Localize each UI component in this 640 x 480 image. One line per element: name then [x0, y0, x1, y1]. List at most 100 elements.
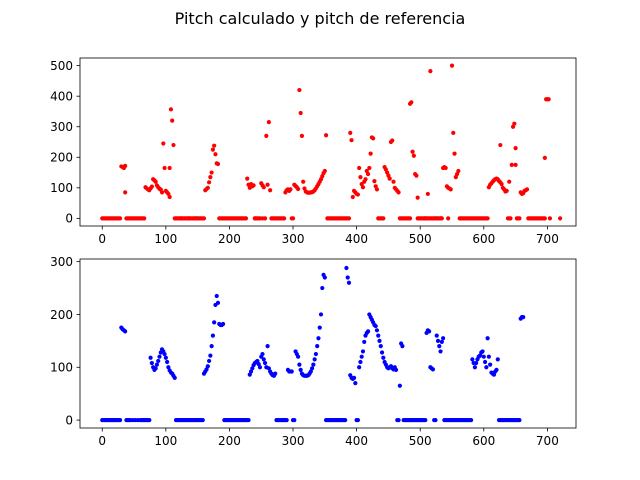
top-data-point: [410, 149, 415, 154]
bottom-data-point: [345, 275, 350, 280]
top-data-point: [358, 175, 363, 180]
bottom-data-point: [378, 344, 383, 349]
bottom-x-tick-label: 200: [218, 434, 241, 448]
top-data-point: [390, 138, 395, 143]
bottom-data-point: [400, 344, 405, 349]
top-data-point: [433, 216, 438, 221]
top-data-point: [508, 216, 513, 221]
top-data-point: [159, 190, 165, 195]
bottom-data-point: [355, 417, 360, 423]
bottom-data-point: [205, 364, 210, 369]
bottom-data-point: [353, 381, 358, 386]
bottom-data-point: [377, 338, 382, 343]
bottom-data-point: [284, 417, 289, 423]
bottom-data-point: [289, 369, 294, 374]
bottom-data-point: [374, 328, 380, 333]
bottom-data-point: [470, 357, 475, 362]
top-data-point: [301, 179, 306, 184]
top-data-point: [210, 147, 215, 152]
top-y-tick-label: 500: [50, 59, 73, 73]
top-data-point: [449, 63, 455, 68]
bottom-series-points: [100, 265, 526, 423]
bottom-data-point: [266, 366, 271, 371]
bottom-data-point: [486, 354, 491, 359]
top-series-points: [100, 63, 563, 221]
bottom-data-point: [477, 353, 483, 358]
bottom-data-point: [472, 365, 477, 370]
top-data-point: [167, 165, 172, 171]
top-data-point: [282, 216, 287, 221]
top-data-point: [213, 152, 218, 157]
top-y-tick-label: 400: [50, 89, 73, 103]
top-subplot-axes: 0 100 200 300 400 500 600 700 0 100 200 300 400 500: [50, 57, 577, 246]
top-data-point: [123, 163, 128, 168]
top-data-point: [298, 110, 303, 116]
bottom-data-point: [265, 344, 270, 349]
top-data-point: [297, 87, 302, 93]
bottom-data-point: [322, 275, 327, 280]
bottom-data-point: [255, 358, 260, 364]
bottom-data-point: [434, 333, 439, 338]
bottom-x-tick-label: 700: [536, 434, 559, 448]
top-data-point: [499, 182, 504, 187]
top-data-point: [288, 187, 293, 192]
bottom-data-point: [362, 339, 367, 345]
top-x-tick-label: 100: [154, 232, 177, 246]
top-x-tick-label: 500: [409, 232, 432, 246]
bottom-data-point: [488, 362, 493, 367]
bottom-data-point: [494, 367, 499, 373]
top-x-tick-label: 200: [218, 232, 241, 246]
bottom-data-point: [521, 314, 526, 320]
top-x-tick-label: 0: [98, 232, 106, 246]
top-data-point: [446, 216, 451, 221]
top-data-point: [171, 142, 176, 148]
top-data-point: [546, 97, 551, 102]
bottom-data-point: [438, 349, 443, 354]
top-y-tick-label: 300: [50, 120, 73, 134]
top-data-point: [517, 216, 522, 221]
bottom-data-point: [261, 357, 266, 362]
bottom-data-point: [397, 383, 402, 388]
bottom-data-point: [166, 365, 171, 370]
bottom-data-point: [206, 358, 212, 364]
top-data-point: [363, 177, 368, 182]
top-data-point: [261, 185, 266, 190]
bottom-data-point: [423, 417, 428, 423]
bottom-data-point: [358, 359, 363, 365]
bottom-data-point: [248, 369, 254, 374]
top-data-point: [245, 176, 250, 181]
bottom-data-point: [495, 357, 500, 362]
bottom-data-point: [149, 360, 154, 366]
bottom-data-point: [123, 329, 128, 334]
top-data-point: [142, 216, 147, 221]
bottom-data-point: [485, 336, 490, 341]
bottom-data-point: [292, 417, 297, 423]
bottom-data-point: [220, 321, 226, 327]
top-data-point: [391, 179, 396, 184]
top-data-point: [443, 165, 448, 171]
top-data-point: [513, 162, 518, 168]
top-data-point: [206, 180, 212, 185]
bottom-axes-frame: [79, 258, 577, 429]
bottom-data-point: [200, 417, 205, 423]
top-data-point: [438, 216, 443, 221]
top-data-point: [251, 183, 256, 188]
top-data-point: [387, 176, 392, 181]
bottom-data-point: [360, 349, 366, 354]
top-data-point: [208, 175, 213, 180]
top-data-point: [205, 185, 210, 190]
top-data-point: [513, 146, 518, 151]
bottom-data-point: [214, 293, 219, 299]
bottom-data-point: [262, 360, 268, 366]
bottom-data-point: [441, 336, 446, 341]
bottom-data-point: [212, 320, 217, 325]
top-axes-frame: [79, 57, 577, 227]
bottom-data-point: [257, 365, 263, 370]
top-data-point: [149, 184, 154, 189]
top-x-tick-label: 700: [536, 232, 559, 246]
top-data-point: [260, 216, 265, 221]
top-data-point: [252, 216, 257, 221]
top-y-tick-label: 100: [50, 181, 73, 195]
bottom-data-point: [484, 365, 489, 370]
bottom-data-point: [117, 417, 123, 423]
